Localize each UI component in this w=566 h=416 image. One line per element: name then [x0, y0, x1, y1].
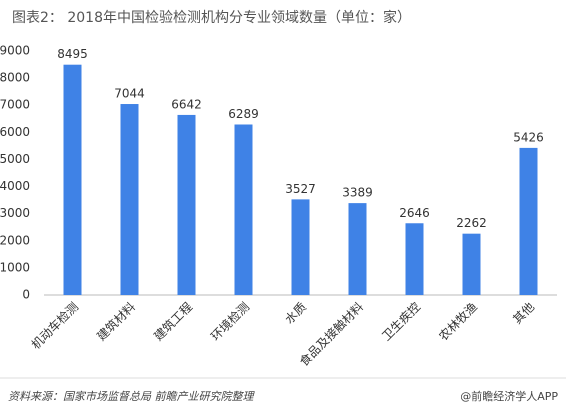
y-tick-label: 1000	[0, 260, 30, 274]
value-label: 6642	[171, 97, 202, 111]
y-tick-label: 5000	[0, 152, 30, 166]
value-label: 3527	[285, 182, 316, 196]
value-label: 2262	[456, 216, 487, 230]
y-tick-label: 2000	[0, 233, 30, 247]
x-tick-label: 卫生疾控	[379, 299, 424, 344]
value-label: 6289	[228, 107, 259, 121]
y-tick-label: 0	[22, 288, 30, 302]
bar	[234, 124, 253, 295]
x-tick-label: 建筑工程	[151, 299, 196, 344]
x-tick-label: 水质	[282, 300, 309, 327]
bar	[462, 233, 481, 295]
x-tick-label: 建筑材料	[94, 299, 139, 344]
value-label: 5426	[513, 130, 544, 144]
x-tick-label: 机动车检测	[28, 299, 81, 352]
y-tick-label: 6000	[0, 125, 30, 139]
bar	[405, 223, 424, 295]
brand: @前瞻经济学人APP	[460, 389, 558, 403]
bar	[63, 64, 82, 296]
bar	[348, 203, 367, 295]
x-tick-label: 农林牧渔	[436, 300, 480, 344]
y-tick-label: 4000	[0, 179, 30, 193]
bar	[519, 147, 538, 295]
value-label: 2646	[399, 206, 430, 220]
y-tick-label: 8000	[0, 71, 30, 85]
value-label: 3389	[342, 186, 373, 200]
bar	[120, 104, 139, 296]
x-tick-label: 环境检测	[208, 299, 253, 344]
chart-title: 图表2： 2018年中国检验检测机构分专业领域数量（单位：家）	[12, 9, 411, 26]
bar	[291, 199, 310, 295]
y-tick-label: 9000	[0, 44, 30, 58]
y-tick-label: 7000	[0, 98, 30, 112]
value-label: 8495	[57, 47, 88, 61]
source-note: 资料来源：国家市场监督总局 前瞻产业研究院整理	[8, 390, 255, 403]
bar	[177, 114, 196, 295]
y-tick-label: 3000	[0, 206, 30, 220]
x-tick-label: 其他	[510, 300, 537, 327]
value-label: 7044	[114, 87, 145, 101]
